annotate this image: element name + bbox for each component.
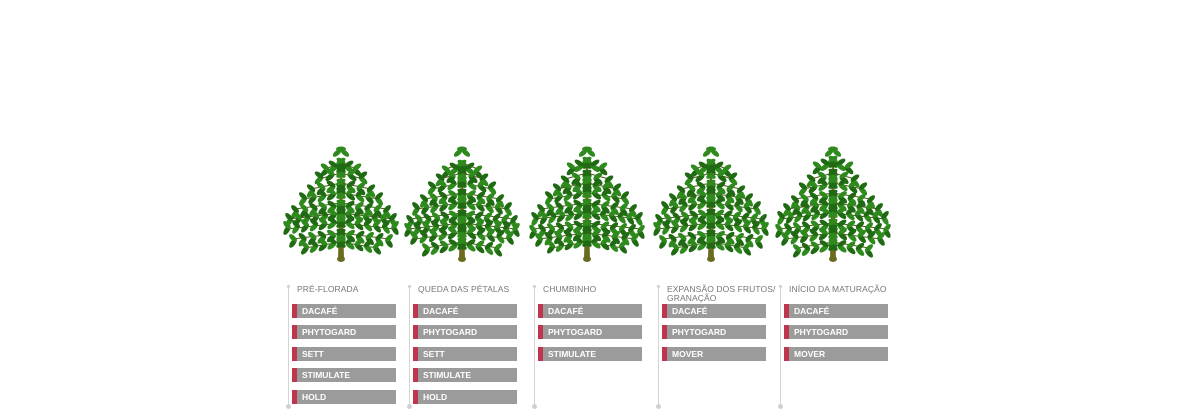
product-label: DACAFÉ xyxy=(662,304,766,318)
timeline-connector xyxy=(656,285,661,409)
product-label: SETT xyxy=(413,347,517,361)
timeline-connector xyxy=(532,285,537,409)
coffee-plant-icon xyxy=(653,146,769,262)
stage-title: EXPANSÃO DOS FRUTOS/ GRANAÇÃO xyxy=(667,284,776,303)
product-label: DACAFÉ xyxy=(784,304,888,318)
timeline-connector xyxy=(407,285,412,409)
product-label: STIMULATE xyxy=(538,347,642,361)
product-label: DACAFÉ xyxy=(292,304,396,318)
product-label: PHYTOGARD xyxy=(413,325,517,339)
product-label: MOVER xyxy=(784,347,888,361)
product-label: STIMULATE xyxy=(413,368,517,382)
product-label: PHYTOGARD xyxy=(538,325,642,339)
coffee-plant-icon xyxy=(529,146,645,262)
product-label: DACAFÉ xyxy=(538,304,642,318)
coffee-plant-icon xyxy=(775,146,891,262)
product-label: PHYTOGARD xyxy=(292,325,396,339)
product-label: MOVER xyxy=(662,347,766,361)
product-label: SETT xyxy=(292,347,396,361)
timeline-connector xyxy=(286,285,291,409)
timeline-connector xyxy=(778,285,783,409)
product-label: PHYTOGARD xyxy=(784,325,888,339)
stage-column: PRÉ-FLORADA DACAFÉ PHYTOGARD SETT STIMULATE H… xyxy=(281,143,409,415)
stage-column: INÍCIO DA MATURAÇÃO DACAFÉ PHYTOGARD MOVER xyxy=(773,143,901,415)
coffee-plant-icon xyxy=(404,146,520,262)
product-label: STIMULATE xyxy=(292,368,396,382)
stage-column: CHUMBINHO DACAFÉ PHYTOGARD STIMULATE xyxy=(527,143,655,415)
stage-title: CHUMBINHO xyxy=(543,284,597,294)
product-label: PHYTOGARD xyxy=(662,325,766,339)
product-label: DACAFÉ xyxy=(413,304,517,318)
product-label: HOLD xyxy=(413,390,517,404)
product-label: HOLD xyxy=(292,390,396,404)
stage-column: QUEDA DAS PÉTALAS DACAFÉ PHYTOGARD SETT STIM… xyxy=(402,143,530,415)
stage-title: INÍCIO DA MATURAÇÃO xyxy=(789,284,887,294)
stage-column: EXPANSÃO DOS FRUTOS/ GRANAÇÃO DACAFÉ PHYTO… xyxy=(651,143,779,415)
coffee-plant-icon xyxy=(283,146,399,262)
stage-title: PRÉ-FLORADA xyxy=(297,284,359,294)
stage-title: QUEDA DAS PÉTALAS xyxy=(418,284,510,294)
